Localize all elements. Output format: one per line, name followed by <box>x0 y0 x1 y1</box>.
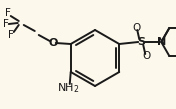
Text: O: O <box>142 51 150 61</box>
Text: S: S <box>137 37 145 47</box>
Text: N: N <box>157 37 166 47</box>
Text: NH$_2$: NH$_2$ <box>58 81 80 95</box>
Text: O: O <box>132 23 140 33</box>
Text: O: O <box>48 38 57 48</box>
Text: F: F <box>3 19 9 29</box>
Text: F: F <box>5 8 11 18</box>
Text: F: F <box>8 30 14 40</box>
